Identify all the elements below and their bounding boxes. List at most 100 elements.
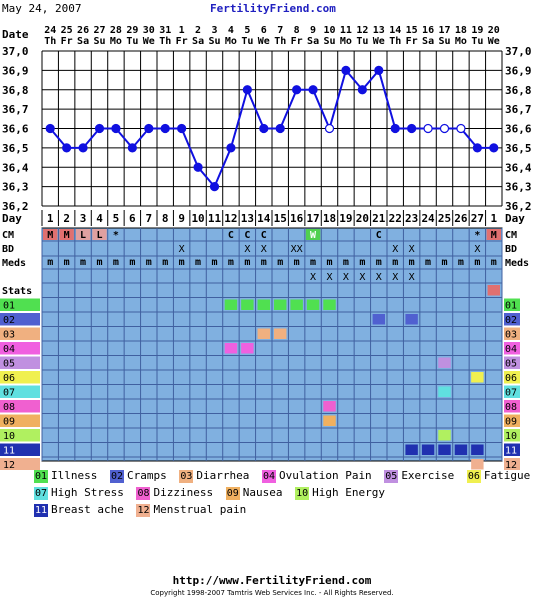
legend-swatch: 05 — [384, 469, 399, 483]
y-tick-left: 36,9 — [2, 64, 29, 77]
weekday-label: Th — [274, 36, 286, 47]
weekday-label: Su — [438, 36, 450, 47]
y-tick-left: 36,6 — [2, 123, 29, 136]
temperature-point — [193, 162, 203, 172]
date-label: 5 — [244, 25, 250, 36]
legend-row-1: 01 Illness 02 Cramps 03 Diarrhea 04 Ovulatio… — [34, 469, 534, 486]
day-number: 5 — [113, 212, 120, 225]
legend-label: Exercise — [401, 469, 455, 482]
stat-row-code-left: 01 — [3, 301, 15, 312]
cm-cell — [92, 229, 107, 240]
day-row-label: Day — [2, 212, 22, 225]
day-number: 4 — [96, 212, 103, 225]
stat-row-code-left: 03 — [3, 330, 15, 341]
meds-mark: m — [228, 257, 234, 268]
stat-cell — [323, 299, 336, 310]
day-number: 15 — [274, 212, 287, 225]
y-tick-left: 36,7 — [2, 103, 29, 116]
day-number: 2 — [63, 212, 70, 225]
stat-row-code-left: 10 — [3, 431, 15, 442]
weekday-label: We — [373, 36, 385, 47]
date-label: 10 — [323, 25, 335, 36]
weekday-label: Su — [323, 36, 335, 47]
meds-mark: m — [129, 257, 135, 268]
y-tick-right: 36,9 — [505, 64, 532, 77]
meds-mark: m — [277, 257, 283, 268]
stat-row-code-right: 03 — [505, 330, 517, 341]
meds-x-mark: X — [376, 272, 382, 283]
stat-row-badge-left — [0, 327, 40, 340]
day-number: 20 — [356, 212, 369, 225]
day-number: 27 — [471, 212, 484, 225]
legend-label: Cramps — [126, 469, 167, 482]
weekday-label: Fr — [291, 36, 303, 47]
stat-row-badge-left — [0, 371, 40, 384]
legend-item-diarrhea: 03 Diarrhea — [179, 469, 249, 483]
cm-mark: C — [261, 230, 267, 241]
date-label: 16 — [422, 25, 434, 36]
weekday-label: Th — [159, 36, 171, 47]
stat-row-code-left: 02 — [3, 315, 15, 326]
temperature-point — [407, 123, 417, 134]
footer-url[interactable]: http://www.FertilityFriend.com — [172, 574, 372, 587]
weekday-label: Fr — [176, 36, 188, 47]
date-label: 17 — [438, 25, 450, 36]
date-label: 28 — [110, 25, 122, 36]
cm-mark: C — [376, 230, 382, 241]
stat-row-code-left: 06 — [3, 373, 15, 384]
date-label: 29 — [126, 25, 138, 36]
cm-mark: M — [64, 230, 70, 241]
weekday-label: Sa — [307, 36, 319, 47]
temperature-point — [292, 85, 302, 95]
stat-cell — [323, 415, 336, 426]
meds-mark: m — [458, 257, 464, 268]
weekday-label: Th — [44, 36, 56, 47]
legend-label: Menstrual pain — [153, 503, 247, 516]
y-tick-right: 36,8 — [505, 84, 532, 97]
day-number: 10 — [191, 212, 204, 225]
stat-cell — [438, 357, 451, 368]
site-title[interactable]: FertilityFriend.com — [210, 2, 336, 15]
weekday-label: We — [488, 36, 500, 47]
legend-label: Ovulation Pain — [278, 469, 372, 482]
legend-item-fatigue: 06 Fatigue — [466, 469, 530, 483]
cm-row-label: CM — [2, 230, 14, 241]
day-number: 1 — [490, 212, 497, 225]
legend-item-cramps: 02 Cramps — [109, 469, 167, 483]
cm-mark: C — [228, 230, 234, 241]
date-label: 8 — [294, 25, 300, 36]
weekday-label: Mo — [340, 36, 352, 47]
stat-row-code-right: 09 — [505, 417, 517, 428]
stat-row-badge-left — [0, 458, 40, 470]
legend-swatch: 12 — [136, 503, 151, 517]
legend-item-menstrual-pain: 12 Menstrual pain — [136, 503, 246, 517]
meds-mark: m — [343, 257, 349, 268]
date-label: 31 — [159, 25, 171, 36]
meds-x-mark: X — [310, 272, 316, 283]
meds-mark: m — [244, 257, 250, 268]
temperature-point — [45, 123, 55, 134]
date-label: 9 — [310, 25, 316, 36]
bd-mark: X — [474, 244, 480, 255]
meds-x-mark: X — [392, 272, 398, 283]
stat-row-code-left: 05 — [3, 359, 15, 370]
stat-cell — [290, 299, 303, 310]
legend-item-high-energy: 10 High Energy — [295, 486, 385, 500]
meds-x-mark: X — [409, 272, 415, 283]
meds-x-mark: X — [359, 272, 365, 283]
date-label: 26 — [77, 25, 89, 36]
meds-mark: m — [195, 257, 201, 268]
chart-date: May 24, 2007 — [2, 2, 82, 15]
day-number: 8 — [162, 212, 169, 225]
cm-mark: W — [310, 230, 317, 241]
weekday-label: Mo — [110, 36, 122, 47]
stat-cell — [274, 299, 287, 310]
stat-row-code-left: 04 — [3, 344, 15, 355]
temperature-point — [111, 123, 121, 134]
day-number: 12 — [224, 212, 237, 225]
stat-cell — [471, 459, 484, 470]
stat-row-code-right: 12 — [505, 460, 517, 470]
meds-mark: m — [96, 257, 102, 268]
date-label: 18 — [455, 25, 467, 36]
legend-label: Dizziness — [153, 486, 214, 499]
